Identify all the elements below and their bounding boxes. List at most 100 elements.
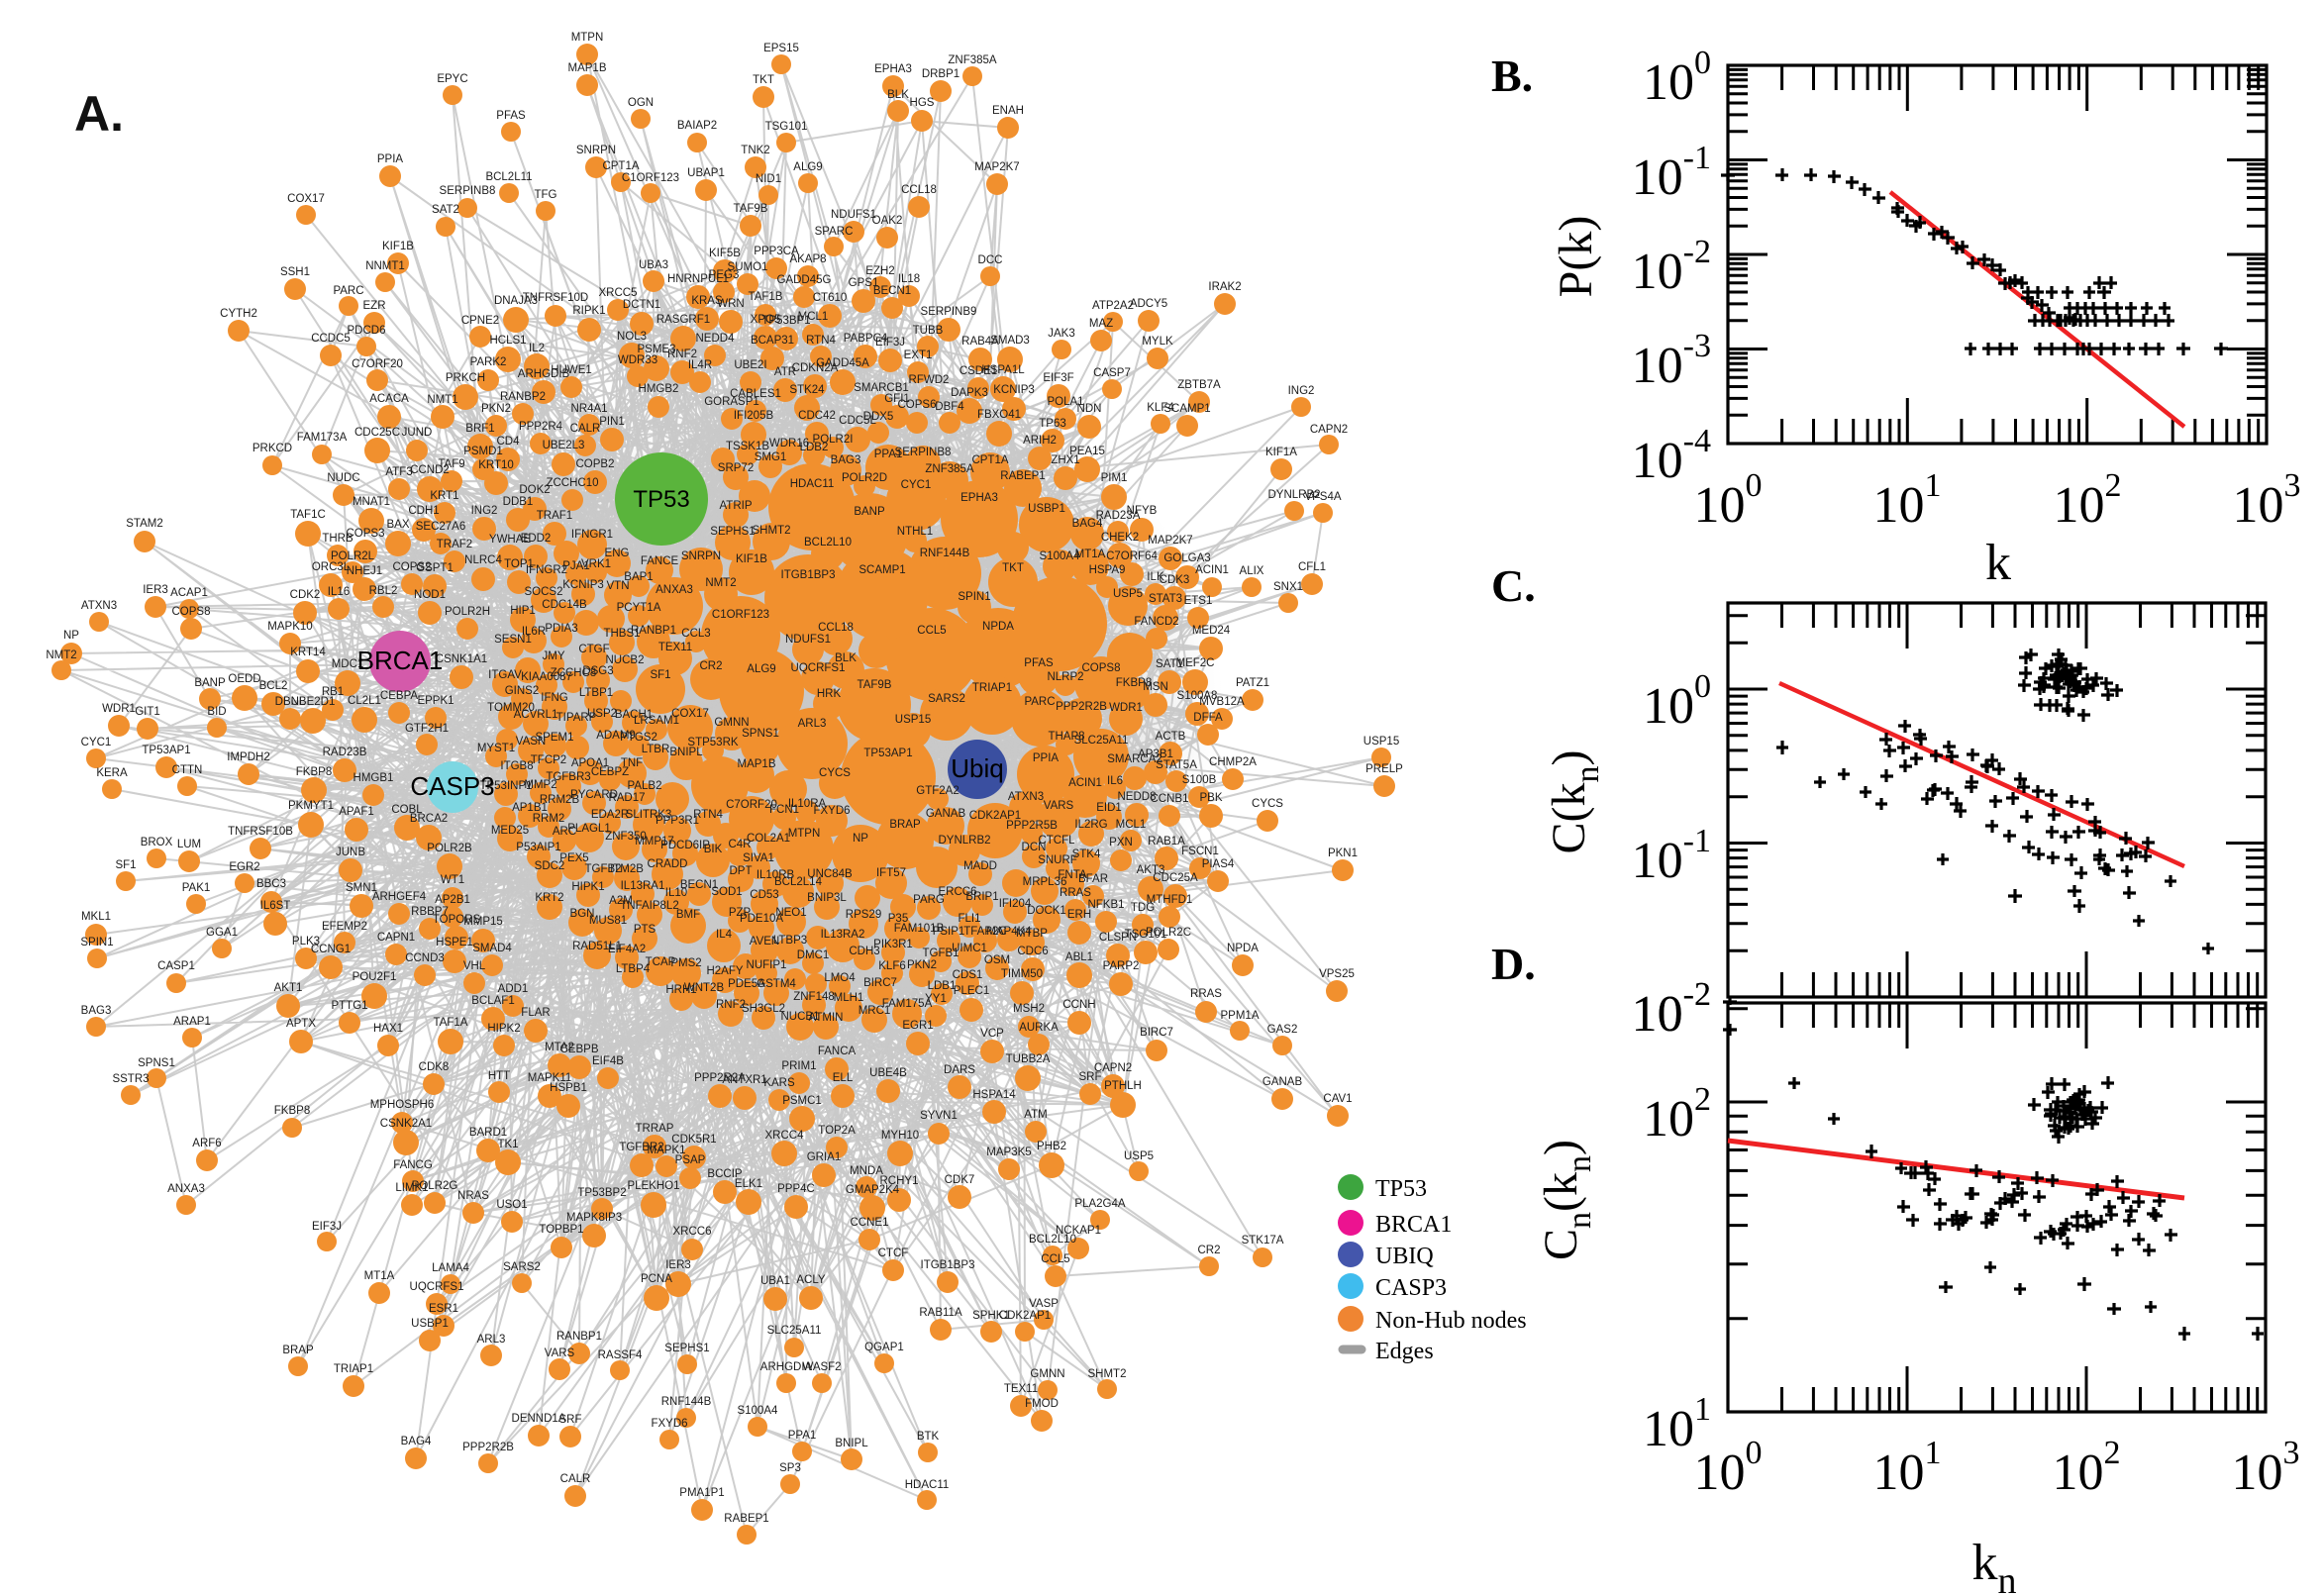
svg-text:ZNF385A: ZNF385A xyxy=(948,54,997,66)
svg-text:PKMYT1: PKMYT1 xyxy=(288,800,334,812)
svg-text:RNF2: RNF2 xyxy=(716,999,746,1011)
svg-text:ATXN3: ATXN3 xyxy=(81,600,117,612)
svg-text:VTN: VTN xyxy=(607,580,630,592)
svg-text:BTK: BTK xyxy=(917,1431,940,1443)
svg-text:BRCA1: BRCA1 xyxy=(1375,1212,1452,1238)
svg-text:JAK3: JAK3 xyxy=(1048,328,1075,340)
svg-text:THBS1: THBS1 xyxy=(603,628,640,640)
svg-text:CLSPN: CLSPN xyxy=(1099,932,1137,944)
svg-text:GAS2: GAS2 xyxy=(1267,1024,1298,1036)
svg-text:DENND1A: DENND1A xyxy=(512,1413,566,1425)
svg-text:AP2B1: AP2B1 xyxy=(435,894,470,906)
svg-text:PDIA3: PDIA3 xyxy=(545,623,577,635)
svg-text:ARF6: ARF6 xyxy=(192,1138,221,1149)
svg-text:RAB11A: RAB11A xyxy=(919,1307,962,1319)
svg-text:USP5: USP5 xyxy=(1124,1150,1154,1162)
svg-text:10-2: 10-2 xyxy=(1632,976,1711,1043)
svg-text:CASP3: CASP3 xyxy=(1375,1275,1447,1301)
svg-text:SCAMP1: SCAMP1 xyxy=(858,564,905,576)
svg-text:EIF3J: EIF3J xyxy=(875,337,905,349)
svg-text:BNIPL: BNIPL xyxy=(669,747,703,758)
svg-text:CYC1: CYC1 xyxy=(901,479,932,491)
svg-text:ALG9: ALG9 xyxy=(793,161,822,173)
svg-text:STP53RK: STP53RK xyxy=(687,737,738,748)
svg-text:UBAP1: UBAP1 xyxy=(687,167,725,179)
svg-text:RASGRF1: RASGRF1 xyxy=(656,314,710,326)
svg-text:HDAC11: HDAC11 xyxy=(905,1479,950,1491)
svg-text:TEX11: TEX11 xyxy=(658,642,692,653)
svg-text:TP53INP1: TP53INP1 xyxy=(479,780,532,792)
svg-text:TRIAP1: TRIAP1 xyxy=(972,682,1012,694)
svg-text:LMO4: LMO4 xyxy=(824,972,856,984)
svg-text:FANCD2: FANCD2 xyxy=(1134,616,1178,628)
svg-text:TUBB: TUBB xyxy=(913,325,944,337)
svg-text:PCNA: PCNA xyxy=(641,1273,672,1285)
svg-text:ANTXR1: ANTXR1 xyxy=(722,1074,766,1086)
svg-text:RABEP1: RABEP1 xyxy=(724,1513,768,1525)
svg-text:HAX1: HAX1 xyxy=(373,1023,403,1035)
svg-text:CDC5L: CDC5L xyxy=(839,415,876,427)
svg-text:TRAF2: TRAF2 xyxy=(437,539,472,550)
svg-text:ITM2B: ITM2B xyxy=(610,863,644,875)
svg-text:CDH3: CDH3 xyxy=(849,946,879,957)
svg-text:EZR: EZR xyxy=(363,300,386,312)
svg-text:BRAP: BRAP xyxy=(889,819,921,831)
svg-text:MTHFD1: MTHFD1 xyxy=(1147,894,1193,906)
svg-text:VPS25: VPS25 xyxy=(1319,968,1355,980)
svg-text:ZNF148: ZNF148 xyxy=(793,991,835,1003)
svg-text:MCL1: MCL1 xyxy=(1116,819,1147,831)
svg-text:PFAS: PFAS xyxy=(496,110,526,122)
svg-text:PPP2R2B: PPP2R2B xyxy=(1056,701,1107,713)
svg-text:BIRC7: BIRC7 xyxy=(863,977,897,989)
svg-text:GSPT1: GSPT1 xyxy=(416,562,454,574)
svg-text:ATM: ATM xyxy=(1024,1109,1047,1121)
svg-text:NDN: NDN xyxy=(1077,403,1102,415)
svg-text:SHMT2: SHMT2 xyxy=(753,525,791,537)
svg-text:SNX1: SNX1 xyxy=(1273,581,1303,593)
svg-text:CASP7: CASP7 xyxy=(1093,367,1131,379)
svg-text:CHMP2A: CHMP2A xyxy=(1209,756,1257,768)
svg-text:CASP1: CASP1 xyxy=(157,960,195,972)
svg-text:PEX5: PEX5 xyxy=(559,852,588,864)
svg-text:GRIA1: GRIA1 xyxy=(807,1151,842,1163)
svg-text:C.: C. xyxy=(1491,560,1536,611)
svg-text:MAP4K4: MAP4K4 xyxy=(986,926,1032,938)
svg-text:SLITRK3: SLITRK3 xyxy=(626,809,672,821)
svg-text:MAP1B: MAP1B xyxy=(568,62,607,74)
svg-text:FAM173A: FAM173A xyxy=(297,432,348,444)
svg-text:IL4: IL4 xyxy=(716,929,733,941)
svg-text:ZNF385A: ZNF385A xyxy=(925,463,974,475)
svg-text:IL18: IL18 xyxy=(898,273,920,285)
svg-text:HTT: HTT xyxy=(488,1070,510,1082)
svg-text:BANP: BANP xyxy=(854,506,885,518)
svg-text:PPP2R4: PPP2R4 xyxy=(519,421,563,433)
svg-text:HIP1: HIP1 xyxy=(510,605,536,617)
svg-text:XRCC5: XRCC5 xyxy=(599,287,638,299)
svg-text:TAF1B: TAF1B xyxy=(749,291,783,303)
svg-text:POLR2L: POLR2L xyxy=(331,550,375,562)
svg-text:APTX: APTX xyxy=(286,1018,316,1030)
svg-text:S100A4: S100A4 xyxy=(1040,550,1081,562)
svg-text:RANBP1: RANBP1 xyxy=(556,1331,602,1343)
svg-text:10-2: 10-2 xyxy=(1632,976,1711,1043)
svg-text:CSNK2A1: CSNK2A1 xyxy=(380,1118,432,1130)
svg-text:CDK8: CDK8 xyxy=(419,1061,450,1073)
svg-text:ALG9: ALG9 xyxy=(747,663,775,675)
svg-text:SEPHS1: SEPHS1 xyxy=(710,526,755,538)
svg-text:KLF6: KLF6 xyxy=(878,960,906,972)
svg-text:USP5: USP5 xyxy=(1113,588,1143,600)
svg-text:DCN: DCN xyxy=(1022,842,1047,853)
svg-text:OEDD: OEDD xyxy=(228,673,260,685)
svg-text:CCL5: CCL5 xyxy=(917,625,946,637)
svg-text:PPP3R1: PPP3R1 xyxy=(656,815,699,827)
svg-text:DYNLRB2: DYNLRB2 xyxy=(938,835,990,847)
svg-text:TRAF1: TRAF1 xyxy=(537,510,572,522)
svg-text:MAPK1: MAPK1 xyxy=(648,1145,686,1156)
svg-text:HMGB1: HMGB1 xyxy=(354,772,394,784)
svg-text:VARS: VARS xyxy=(1044,800,1074,812)
svg-text:ING2: ING2 xyxy=(471,505,498,517)
svg-text:TGFB1: TGFB1 xyxy=(922,948,959,959)
svg-text:PARG: PARG xyxy=(913,894,945,906)
svg-text:UIMC1: UIMC1 xyxy=(952,943,987,954)
svg-text:CCL5: CCL5 xyxy=(1041,1253,1069,1265)
